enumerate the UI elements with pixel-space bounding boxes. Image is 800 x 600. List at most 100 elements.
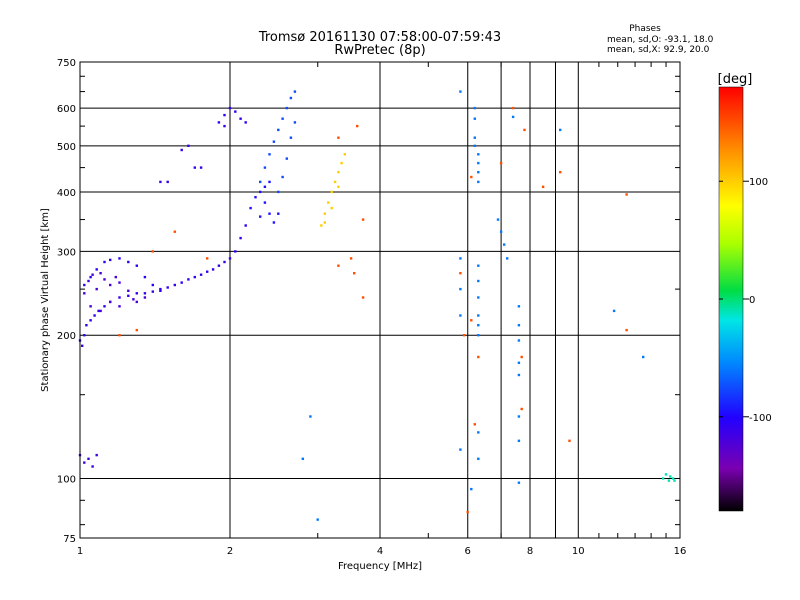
data-point [517, 324, 521, 327]
data-point [259, 190, 262, 194]
data-point [244, 224, 247, 227]
data-point [477, 161, 480, 165]
data-point [459, 448, 462, 451]
data-point [95, 268, 98, 271]
phase-legend-heading: Phases [629, 24, 661, 34]
data-point [316, 518, 319, 521]
data-point [268, 212, 271, 215]
data-point [559, 171, 562, 174]
data-point [187, 278, 190, 281]
data-point [523, 128, 526, 132]
x-tick-label: 8 [527, 546, 533, 557]
data-point [151, 290, 154, 293]
data-point [625, 328, 628, 332]
data-point [343, 153, 346, 156]
data-point [268, 180, 271, 184]
data-point [473, 144, 476, 147]
data-point [277, 190, 280, 194]
data-point [517, 305, 521, 308]
data-point [159, 180, 162, 184]
data-point [143, 296, 147, 299]
y-tick-label: 100 [57, 475, 76, 486]
data-point [95, 287, 98, 291]
data-point [109, 283, 112, 287]
data-point [293, 121, 297, 124]
data-point [180, 281, 183, 284]
x-tick-label: 6 [465, 546, 471, 557]
data-point [135, 328, 138, 332]
data-point [517, 481, 521, 484]
data-point [83, 292, 86, 295]
data-point [263, 185, 267, 188]
y-tick-label: 200 [57, 331, 76, 342]
data-point [180, 148, 183, 152]
data-point [166, 180, 169, 184]
data-point [89, 275, 92, 279]
data-point [289, 136, 293, 139]
colorbar: [deg] 100 0 -100 [718, 72, 772, 512]
data-point [337, 136, 340, 139]
data-point [520, 355, 523, 359]
data-point [127, 294, 130, 297]
data-point [459, 90, 462, 93]
data-point [477, 264, 480, 267]
data-point [671, 477, 675, 480]
chart-subtitle: RwPretec (8p) [334, 43, 425, 58]
data-point [263, 166, 267, 169]
x-axis-label: Frequency [MHz] [338, 561, 422, 572]
colorbar-ticks: 100 0 -100 [719, 177, 772, 424]
data-point [89, 305, 92, 308]
data-point [272, 140, 276, 143]
data-point [281, 175, 284, 179]
data-point [277, 212, 280, 215]
data-point [473, 117, 476, 120]
data-point [254, 196, 257, 199]
data-point [340, 161, 343, 165]
data-point [285, 106, 288, 110]
chart-title: Tromsø 20161130 07:58:00-07:59:43 [258, 30, 501, 45]
data-point [301, 457, 304, 460]
x-tick-label: 4 [377, 546, 383, 557]
data-point [127, 289, 130, 292]
data-point [477, 180, 480, 184]
data-point [151, 283, 154, 287]
data-point [87, 279, 90, 283]
data-point [459, 314, 462, 317]
data-point [277, 128, 280, 132]
data-point [87, 457, 90, 460]
data-point [83, 334, 86, 337]
data-point [496, 218, 500, 221]
data-point [477, 355, 480, 359]
data-point [642, 355, 645, 359]
data-point [99, 309, 102, 313]
data-point [330, 190, 333, 194]
data-point [470, 487, 473, 491]
data-point [669, 475, 672, 478]
x-tick-label: 2 [227, 546, 233, 557]
data-point [193, 166, 196, 169]
data-point [206, 257, 209, 260]
y-tick-label: 750 [57, 58, 76, 69]
data-point [353, 272, 356, 275]
data-point [477, 457, 480, 460]
data-point [289, 96, 293, 100]
data-point [541, 185, 545, 188]
data-point [477, 324, 480, 327]
data-point [211, 268, 215, 271]
data-point [239, 236, 242, 240]
data-point [506, 257, 509, 260]
data-point [118, 281, 121, 284]
data-point [85, 324, 88, 327]
data-point [466, 510, 469, 514]
data-point [103, 278, 106, 281]
data-point [199, 273, 203, 276]
data-point [361, 218, 365, 221]
grid [80, 62, 680, 538]
data-point [477, 153, 480, 156]
data-point [132, 298, 135, 301]
data-point [93, 314, 96, 317]
data-point [223, 260, 226, 264]
data-point [320, 224, 323, 227]
data-point [323, 212, 326, 215]
data-point [151, 250, 154, 253]
